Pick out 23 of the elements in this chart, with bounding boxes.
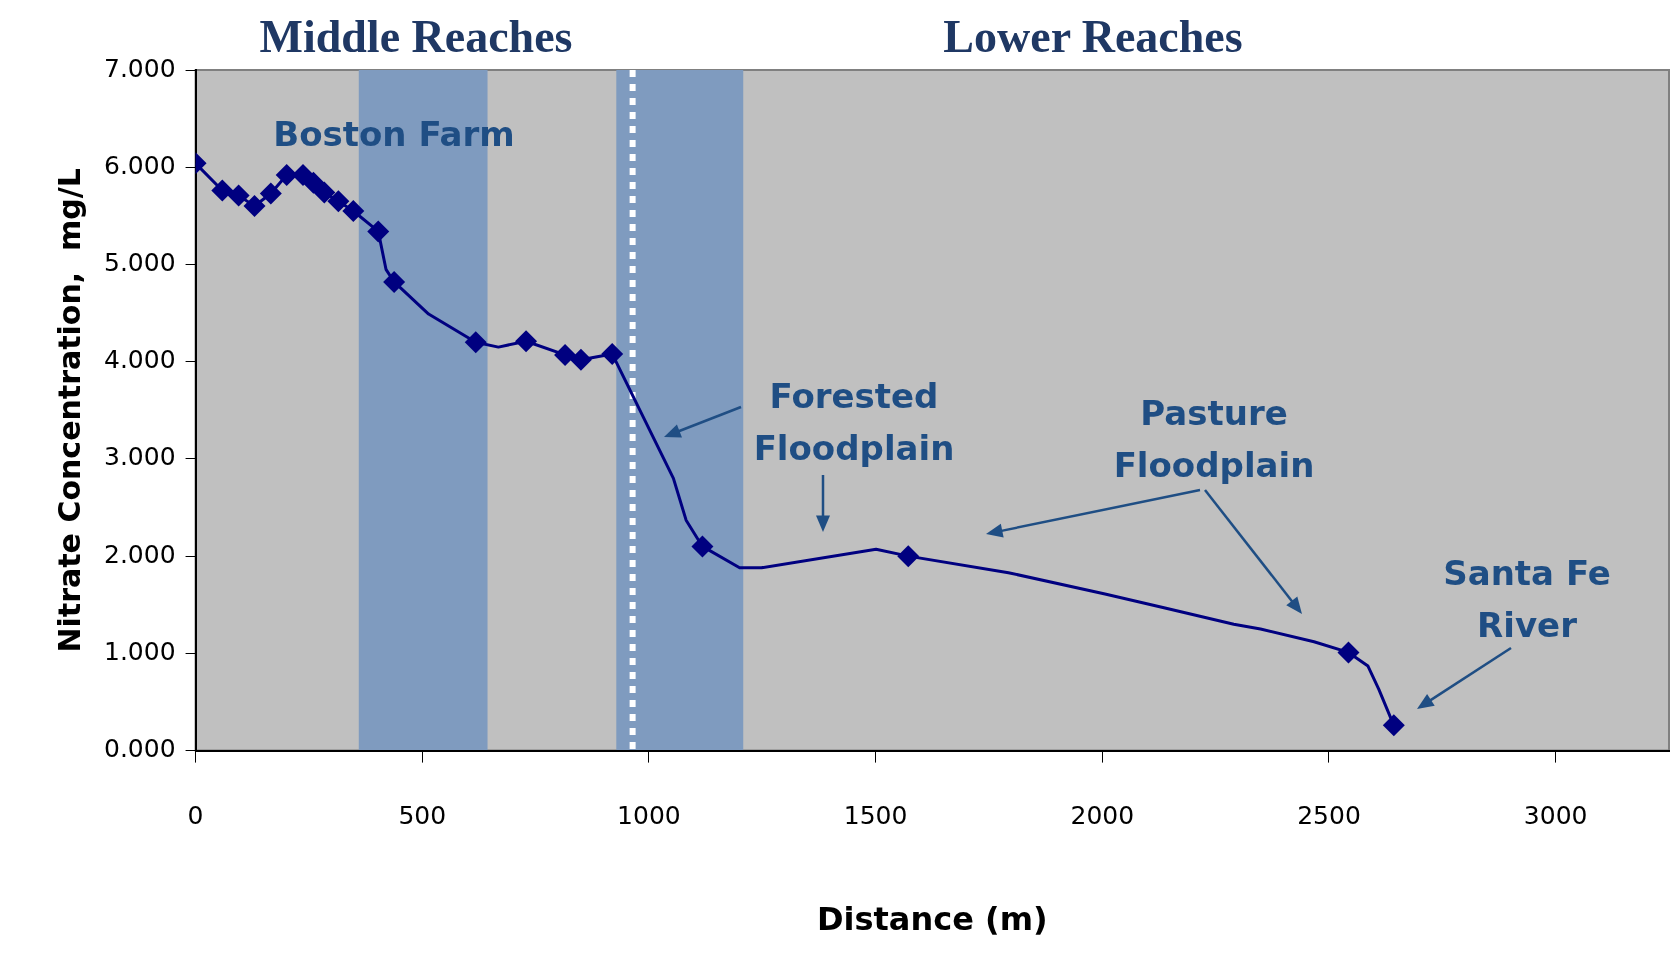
y-tick-label: 5.000 xyxy=(103,247,176,277)
x-tick-label: 1000 xyxy=(617,801,681,831)
y-tick-label: 2.000 xyxy=(103,539,176,569)
x-tick-label: 1500 xyxy=(843,801,908,831)
x-tick-label: 0 xyxy=(187,801,204,831)
annotation: Santa Fe River xyxy=(1443,552,1611,647)
x-tick-label: 500 xyxy=(398,801,447,831)
y-tick-label: 6.000 xyxy=(103,150,176,180)
point xyxy=(1382,714,1405,737)
text: Lower Reaches xyxy=(943,9,1243,63)
y-axis-title: Nitrate Concentration, mg/L xyxy=(51,168,87,653)
y-tick-label: 1.000 xyxy=(103,636,176,666)
x-tick-label: 2000 xyxy=(1070,801,1135,831)
annotation: Forested Floodplain xyxy=(753,375,955,470)
y-tick-label: 0.000 xyxy=(103,734,176,764)
y-tick-label: 7.000 xyxy=(103,53,176,83)
y-tick-label: 3.000 xyxy=(103,442,176,472)
x-tick-label: 2500 xyxy=(1297,801,1361,831)
annotation: Pasture Floodplain xyxy=(1113,392,1315,487)
text: Middle Reaches xyxy=(259,9,573,63)
x-tick-label: 3000 xyxy=(1523,801,1588,831)
y-tick-label: 4.000 xyxy=(103,345,176,375)
x-axis-title: Distance (m) xyxy=(816,900,1048,939)
